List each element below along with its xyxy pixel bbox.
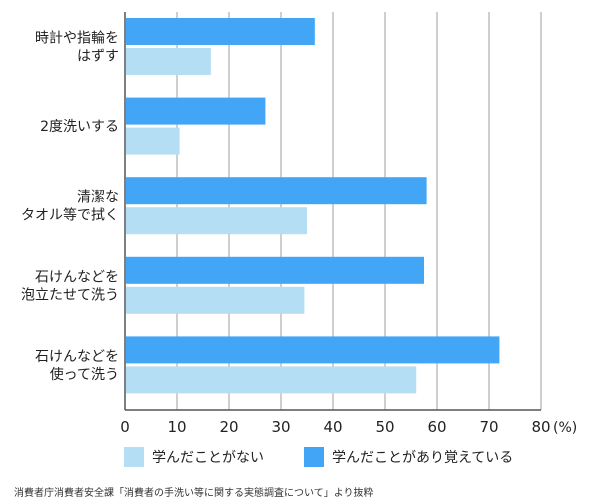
source-note: 消費者庁消費者安全課「消費者の手洗い等に関する実態調査について」より抜粋: [14, 488, 374, 499]
bar-not-learned: [126, 48, 211, 75]
category-label: 泡立たせて洗う: [21, 287, 119, 303]
bar-not-learned: [126, 207, 307, 235]
x-unit-label: (%): [553, 420, 577, 436]
category-label: 石けんなどを: [35, 269, 119, 285]
category-label: 清潔な: [77, 190, 119, 206]
bar-learned: [126, 18, 315, 45]
x-tick-label: 70: [479, 418, 498, 436]
legend-item-not-learned: 学んだことがない: [124, 447, 264, 467]
bar-learned: [126, 256, 424, 284]
category-label: 時計や指輪を: [35, 30, 119, 47]
category-label: 2度洗いする: [40, 119, 119, 135]
category-label: 石けんなどを: [35, 349, 119, 365]
legend-swatch-learned: [304, 447, 324, 467]
x-tick-label: 40: [323, 418, 342, 436]
category-label: 使って洗う: [50, 366, 119, 383]
x-tick-label: 80: [531, 418, 550, 436]
bar-learned: [126, 177, 427, 205]
x-tick-label: 50: [375, 418, 394, 436]
legend-label-not-learned: 学んだことがない: [152, 450, 264, 466]
x-tick-label: 20: [219, 418, 238, 436]
category-label: はずす: [77, 49, 119, 65]
legend-item-learned: 学んだことがあり覚えている: [304, 447, 513, 467]
legend-swatch-not-learned: [124, 447, 144, 467]
legend: 学んだことがない 学んだことがあり覚えている: [124, 447, 553, 467]
bar-learned: [126, 336, 500, 364]
x-tick-label: 30: [271, 418, 290, 436]
category-label: タオル等で拭く: [21, 207, 119, 224]
bar-learned: [126, 97, 266, 125]
x-tick-label: 60: [427, 418, 446, 436]
bar-not-learned: [126, 286, 305, 314]
bar-not-learned: [126, 366, 417, 394]
x-tick-label: 0: [120, 418, 130, 436]
legend-label-learned: 学んだことがあり覚えている: [332, 450, 514, 466]
bar-not-learned: [126, 127, 180, 155]
x-tick-label: 10: [167, 418, 186, 436]
